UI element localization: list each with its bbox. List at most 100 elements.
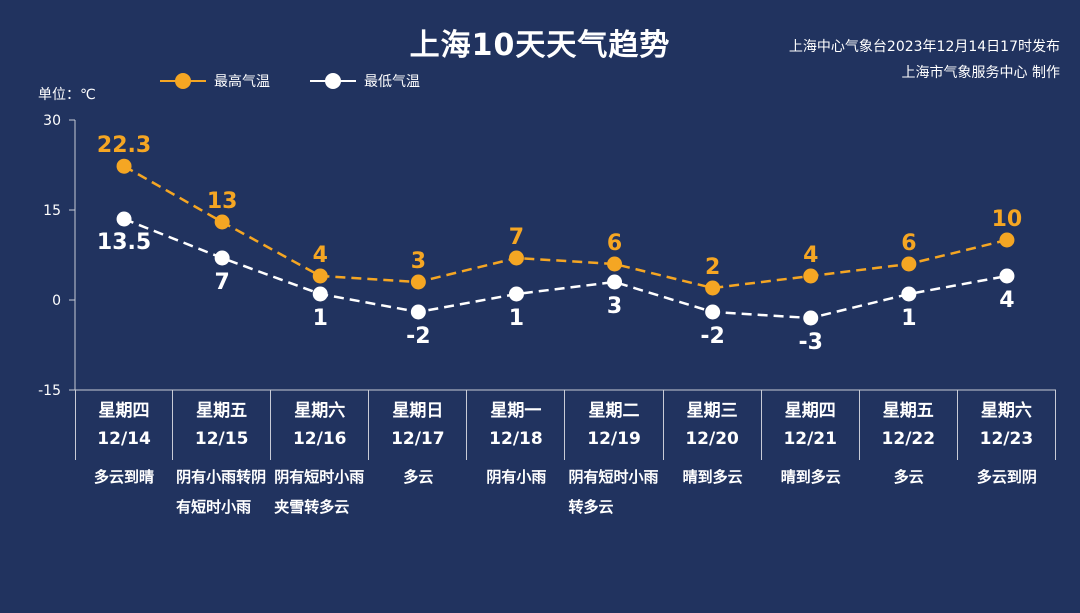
day-column: 星期三 12/20 晴到多云 (664, 390, 762, 522)
day-header: 星期五 12/15 (173, 390, 272, 460)
day-weather: 多云到阴 (976, 468, 1037, 486)
high-temp-point (607, 256, 623, 272)
high-temp-label: 10 (992, 207, 1023, 232)
day-column: 星期四 12/21 晴到多云 (762, 390, 860, 522)
day-weekday: 星期五 (196, 401, 248, 421)
high-temp-label: 6 (901, 231, 916, 256)
source-line-1: 上海中心气象台2023年12月14日17时发布 (788, 39, 1060, 55)
low-temp-point (214, 250, 230, 266)
chart-title: 上海10天天气趋势 (409, 28, 671, 63)
low-temp-point (999, 268, 1015, 284)
low-temp-point (116, 211, 132, 227)
day-date: 12/18 (489, 429, 543, 449)
high-temp-label: 4 (803, 243, 818, 268)
low-temp-label: 1 (509, 306, 524, 331)
high-temp-point (410, 274, 426, 290)
day-weather: 晴到多云 (780, 468, 841, 486)
day-column: 星期五 12/22 多云 (860, 390, 958, 522)
day-date: 12/22 (881, 429, 936, 449)
low-temp-label: 7 (214, 270, 229, 295)
y-tick-label: 15 (43, 203, 61, 219)
high-temp-label: 13 (207, 189, 238, 214)
high-temp-point (312, 268, 328, 284)
high-temp-label: 2 (705, 255, 720, 280)
day-column: 星期二 12/19 阴有短时小雨转多云 (565, 390, 664, 522)
day-header: 星期六 12/16 (271, 390, 370, 460)
day-weather: 阴有小雨 (486, 468, 547, 486)
legend-label-low: 最低气温 (364, 74, 420, 90)
day-column: 星期六 12/23 多云到阴 (958, 390, 1056, 522)
day-date: 12/21 (783, 429, 837, 449)
high-temp-label: 22.3 (97, 133, 151, 158)
day-weekday: 星期一 (490, 401, 542, 421)
high-temp-label: 4 (313, 243, 328, 268)
legend-item-low: 最低气温 (310, 70, 420, 92)
high-temp-point (999, 232, 1015, 248)
high-temp-label: 7 (509, 225, 524, 250)
low-temp-line (123, 217, 1008, 320)
y-tick-label: -15 (38, 383, 61, 399)
y-tick-label: 30 (43, 113, 61, 129)
low-temp-label: 1 (313, 306, 328, 331)
high-temp-point (705, 280, 721, 296)
source-line-2: 上海市气象服务中心 制作 (901, 65, 1060, 81)
day-header: 星期五 12/22 (860, 390, 958, 460)
day-header: 星期一 12/18 (467, 390, 566, 460)
day-weather: 多云 (403, 468, 434, 486)
unit-label: 单位：℃ (38, 87, 96, 103)
high-temp-label: 6 (607, 231, 622, 256)
day-weekday: 星期三 (686, 401, 738, 421)
source-info: 上海中心气象台2023年12月14日17时发布 上海市气象服务中心 制作 (789, 34, 1060, 86)
day-weekday: 星期六 (980, 401, 1032, 421)
day-header: 星期四 12/21 (762, 390, 860, 460)
day-weather: 晴到多云 (682, 468, 743, 486)
low-temp-label: -3 (799, 330, 823, 355)
legend-swatch-high (160, 70, 206, 92)
low-temp-label: -2 (700, 324, 724, 349)
day-date: 12/19 (587, 429, 641, 449)
day-weekday: 星期日 (392, 401, 444, 421)
day-date: 12/23 (979, 429, 1034, 449)
day-weekday: 星期四 (784, 401, 836, 421)
high-temp-point (508, 250, 524, 266)
day-date: 12/16 (292, 429, 347, 449)
day-header: 星期日 12/17 (369, 390, 468, 460)
low-temp-point (508, 286, 524, 302)
low-temp-point (803, 310, 819, 326)
day-date: 12/20 (685, 429, 739, 449)
day-weather: 多云 (893, 468, 924, 486)
day-weekday: 星期二 (588, 401, 640, 421)
day-column: 星期五 12/15 阴有小雨转阴有短时小雨 (173, 390, 272, 522)
day-weekday: 星期六 (294, 401, 346, 421)
low-temp-label: 1 (901, 306, 916, 331)
low-temp-point (312, 286, 328, 302)
day-date: 12/14 (97, 429, 151, 449)
day-weekday: 星期五 (882, 401, 934, 421)
day-weather: 阴有短时小雨转多云 (568, 468, 659, 516)
legend-label-high: 最高气温 (214, 74, 270, 90)
legend-item-high: 最高气温 (160, 70, 270, 92)
day-weather: 阴有小雨转阴有短时小雨 (176, 468, 267, 516)
high-temp-point (116, 158, 132, 174)
day-date: 12/15 (194, 429, 249, 449)
day-weather: 多云到晴 (94, 468, 155, 486)
low-temp-label: 4 (999, 288, 1014, 313)
low-temp-label: 3 (607, 294, 622, 319)
day-weather: 阴有短时小雨夹雪转多云 (274, 468, 365, 516)
day-column: 星期一 12/18 阴有小雨 (467, 390, 566, 522)
low-temp-label: 13.5 (97, 230, 151, 255)
day-column: 星期日 12/17 多云 (369, 390, 468, 522)
low-temp-point (607, 274, 623, 290)
low-temp-point (410, 304, 426, 320)
day-date: 12/17 (391, 429, 445, 449)
legend-swatch-low (310, 70, 356, 92)
day-header: 星期四 12/14 (75, 390, 174, 460)
high-temp-line (123, 165, 1008, 290)
day-column: 星期六 12/16 阴有短时小雨夹雪转多云 (271, 390, 370, 522)
day-header: 星期二 12/19 (565, 390, 664, 460)
high-temp-point (803, 268, 819, 284)
low-temp-point (901, 286, 917, 302)
day-header: 星期三 12/20 (664, 390, 762, 460)
day-columns: 星期四 12/14 多云到晴 星期五 12/15 阴有小雨转阴有短时小雨 星期六 12/16 阴… (75, 390, 1056, 522)
